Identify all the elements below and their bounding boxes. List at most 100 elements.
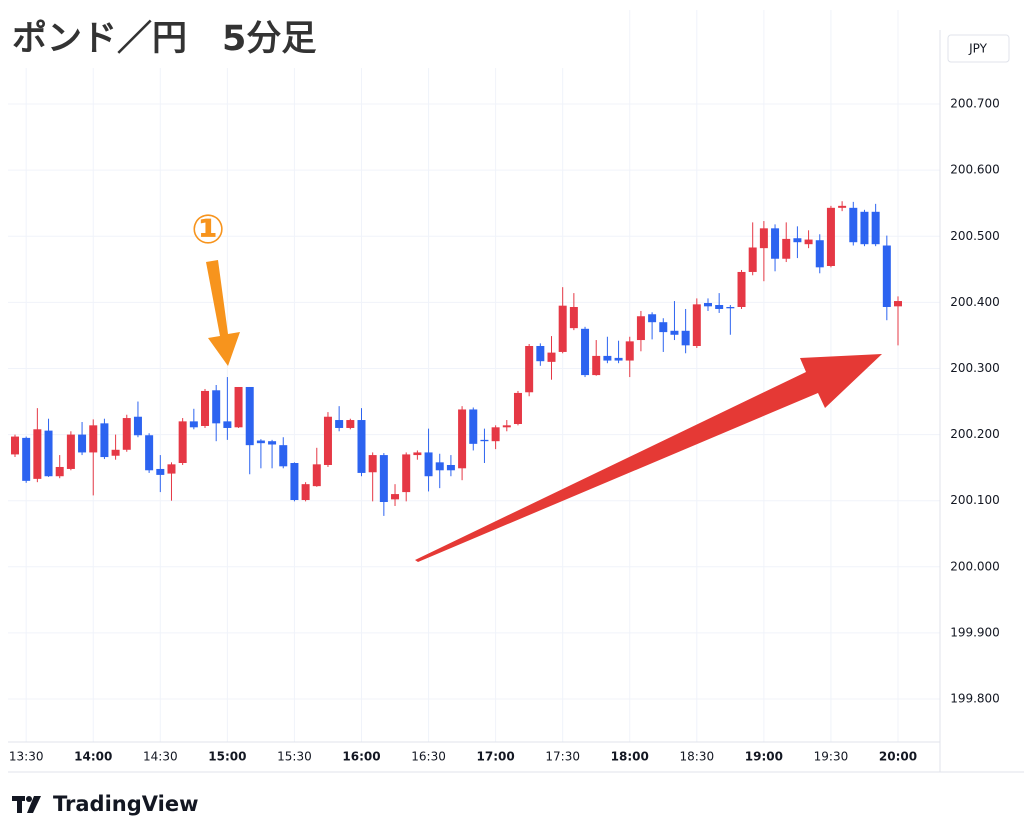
currency-box [947,34,1010,63]
candle-body [167,464,176,474]
candle-body [603,355,612,361]
candle-body [614,357,623,361]
candle-body [513,392,522,425]
candle-body [502,425,511,428]
candle-body [379,455,388,503]
candle-body [55,466,64,477]
candle-body [212,390,221,424]
candle-body [480,439,489,442]
candle-body [346,420,355,428]
candle-body [737,271,746,307]
candle-body [33,429,42,479]
y-tick-label: 200.600 [950,163,1000,177]
x-tick-label: 18:00 [611,750,649,764]
candle-body [66,434,75,469]
candle-body [815,240,824,268]
candle-body [44,430,53,477]
candle-body [78,434,87,453]
y-tick-label: 200.200 [950,427,1000,441]
candle-body [793,238,802,243]
candle-body [625,341,634,361]
candle-body [357,420,366,473]
y-tick-label: 200.500 [950,229,1000,243]
candle-body [525,345,534,393]
brand-logo [12,796,41,813]
candle-body [703,303,712,307]
candle-body [659,322,668,333]
candle-body [22,437,31,481]
x-tick-label: 16:00 [342,750,380,764]
candle-body [860,211,869,245]
x-tick-label: 13:30 [9,750,44,764]
orange-arrow [206,260,240,366]
candle-body [771,228,780,259]
candle-body [424,452,433,477]
candle-body [156,468,165,475]
candle-body [89,425,98,453]
candle-body [133,416,142,436]
candle-body [245,386,254,446]
y-tick-label: 200.300 [950,361,1000,375]
candle-body [435,462,444,471]
red-arrow [415,354,882,562]
candle-body [323,416,332,465]
candle-body [748,247,757,272]
brand-name: TradingView [53,792,198,816]
candle-body [648,314,657,323]
candle-body [368,455,377,473]
x-tick-label: 15:30 [277,750,312,764]
x-tick-label: 14:00 [74,750,112,764]
annotation: ① [191,207,225,253]
y-tick-label: 200.700 [950,97,1000,111]
candle-body [145,435,154,471]
candle-body [838,205,847,208]
candle-body [871,211,880,245]
candle-body [469,409,478,444]
candle-body [301,484,310,501]
candle-body [11,436,19,455]
x-tick-label: 20:00 [879,750,917,764]
candle-body [592,355,601,376]
candle-body [446,464,455,471]
candle-body [189,421,198,428]
candle-body [536,345,545,362]
candle-body [290,463,299,501]
candle-body [849,207,858,243]
x-tick-label: 17:30 [545,750,580,764]
candle-body [111,449,120,456]
candle-body [692,304,701,346]
candle-body [491,427,500,442]
candle-body [715,305,724,309]
grid [8,10,940,742]
y-tick-label: 199.900 [950,625,1000,639]
candle-body [681,330,690,346]
candle-body [391,494,400,500]
candle-body [122,418,131,450]
candle-body [894,301,902,307]
candle-body [178,421,187,464]
candle-body [726,306,735,309]
candle-body [804,239,813,245]
candle-body [882,245,891,307]
candle-body [670,330,679,335]
candle-body [547,352,556,362]
candle-body [256,440,265,444]
candles [11,201,902,516]
candle-body [223,421,232,428]
x-tick-label: 15:00 [208,750,246,764]
candle-body [335,420,344,428]
candle-body [201,390,210,426]
x-tick-label: 14:30 [143,750,178,764]
y-tick-label: 200.100 [950,493,1000,507]
candle-body [234,386,243,428]
candle-body [636,316,645,341]
x-tick-label: 19:30 [814,750,849,764]
candle-body [458,409,467,469]
x-tick-label: 18:30 [680,750,715,764]
y-tick-label: 200.400 [950,295,1000,309]
candle-body [558,305,567,352]
y-tick-label: 199.800 [950,692,1000,706]
